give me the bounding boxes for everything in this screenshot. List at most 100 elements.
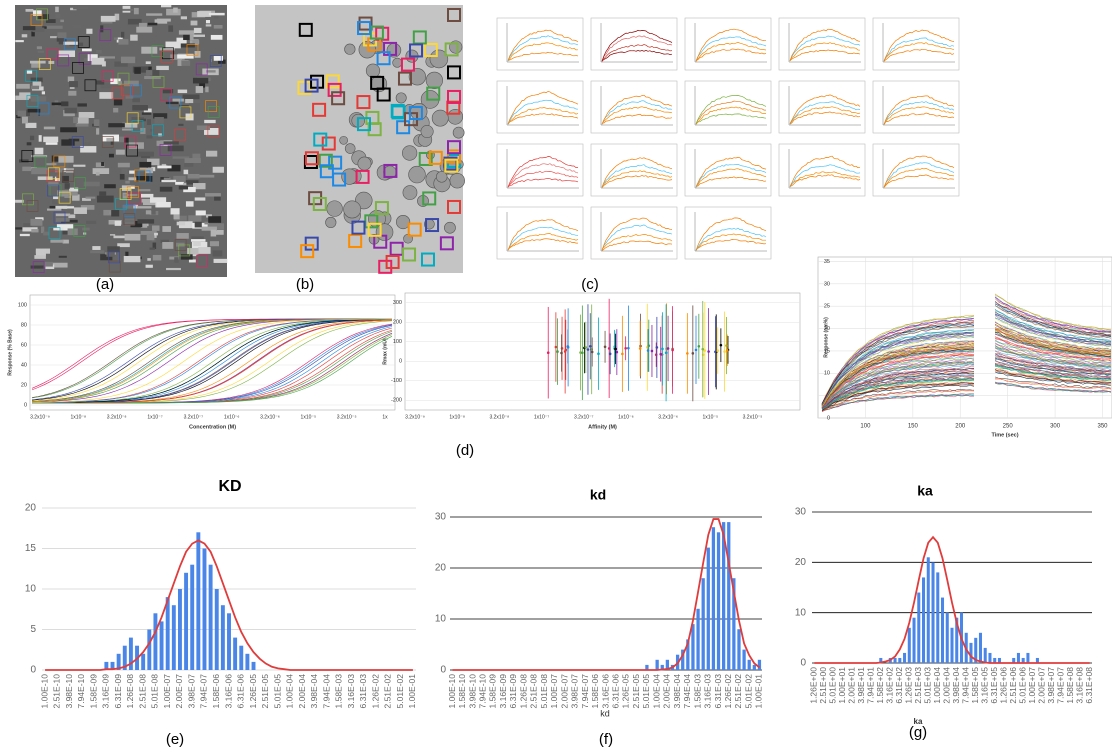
texture xyxy=(25,122,37,128)
sensorgram xyxy=(821,345,975,407)
texture xyxy=(45,264,55,270)
x-tick-label: 1.00E-01 xyxy=(754,674,764,709)
texture xyxy=(184,180,199,185)
texture xyxy=(99,56,116,59)
sensorgram xyxy=(994,318,1112,347)
sensorgram xyxy=(821,342,975,408)
texture xyxy=(67,76,75,82)
bar xyxy=(752,664,756,670)
cell xyxy=(436,171,448,183)
x-axis-label: kd xyxy=(600,708,610,718)
point xyxy=(581,351,584,355)
mini-axes xyxy=(600,212,673,252)
sensorgram xyxy=(821,356,975,409)
bar xyxy=(997,657,1001,663)
roi-box xyxy=(99,29,112,42)
roi-box xyxy=(111,87,124,100)
mini-curve xyxy=(695,217,767,251)
sensorgram xyxy=(994,303,1112,337)
texture xyxy=(40,226,45,234)
y-tick-label: 0 xyxy=(827,415,830,421)
texture xyxy=(75,123,89,127)
texture xyxy=(191,236,204,241)
roi-box xyxy=(447,149,461,164)
texture xyxy=(149,197,167,203)
roi-box xyxy=(138,170,151,183)
cell xyxy=(444,221,456,234)
texture xyxy=(197,11,212,17)
point xyxy=(560,351,563,355)
texture xyxy=(134,67,141,74)
bar xyxy=(912,617,916,663)
texture xyxy=(213,59,226,64)
bar xyxy=(903,652,907,663)
fit-curve xyxy=(32,319,392,404)
bar xyxy=(732,578,736,670)
texture xyxy=(30,218,43,226)
texture xyxy=(37,50,45,53)
texture xyxy=(95,162,105,168)
x-tick-label: 6.31E-03 xyxy=(358,674,368,709)
texture xyxy=(137,219,155,224)
sensorgram xyxy=(821,326,974,405)
roi-box xyxy=(101,70,114,82)
fit-curve xyxy=(32,336,393,404)
sensorgram xyxy=(994,327,1112,355)
texture xyxy=(110,140,114,145)
texture xyxy=(177,89,188,94)
texture xyxy=(159,47,175,51)
roi-box xyxy=(304,151,319,166)
point xyxy=(554,345,558,349)
x-tick-label: 6.31E-06 xyxy=(236,674,246,709)
roi-box xyxy=(207,106,220,118)
sensorgram xyxy=(821,363,975,408)
texture xyxy=(174,257,179,263)
x-tick-label: 3.2x10⁻⁸ xyxy=(107,414,127,420)
texture xyxy=(153,113,168,119)
roi-box xyxy=(376,87,391,102)
mini-axes xyxy=(694,149,767,189)
texture xyxy=(125,95,134,99)
mini-curve xyxy=(789,42,861,61)
roi-box xyxy=(78,52,91,65)
x-tick-label: 1.58E+08 xyxy=(1065,667,1075,704)
cell xyxy=(396,214,411,230)
sensorgram xyxy=(994,355,1112,373)
mini-axes xyxy=(882,86,955,126)
texture xyxy=(108,211,112,215)
x-tick-label: 1x10⁻⁵ xyxy=(703,414,719,420)
sensorgram xyxy=(821,361,975,408)
y-tick-label: 10 xyxy=(795,607,807,618)
sensorgram xyxy=(821,332,975,406)
texture xyxy=(193,27,202,34)
texture xyxy=(92,168,110,175)
bar xyxy=(701,578,705,670)
texture xyxy=(150,128,154,132)
texture xyxy=(123,80,139,87)
point xyxy=(697,345,701,348)
texture xyxy=(100,15,116,22)
texture xyxy=(17,110,27,117)
texture xyxy=(139,161,152,168)
texture xyxy=(145,70,153,76)
x-tick-label: 1.00E+01 xyxy=(837,667,847,704)
mini-curve xyxy=(695,41,767,61)
panel-label: (b) xyxy=(296,276,314,293)
x-tick-label: 2.51E-02 xyxy=(383,674,393,709)
bar xyxy=(227,613,231,670)
texture xyxy=(32,81,42,88)
texture xyxy=(199,174,215,178)
mini-curve xyxy=(789,106,861,125)
texture xyxy=(127,18,142,25)
sensorgram xyxy=(821,372,975,410)
roi-box xyxy=(124,135,137,148)
x-axis-label: ka xyxy=(914,717,923,726)
sensorgram xyxy=(994,345,1112,367)
roi-box xyxy=(77,36,90,48)
texture xyxy=(205,24,212,27)
point xyxy=(624,346,627,350)
texture xyxy=(156,201,171,208)
texture xyxy=(166,267,181,271)
texture xyxy=(212,250,223,257)
x-tick-label: 7.94E+04 xyxy=(960,667,970,704)
